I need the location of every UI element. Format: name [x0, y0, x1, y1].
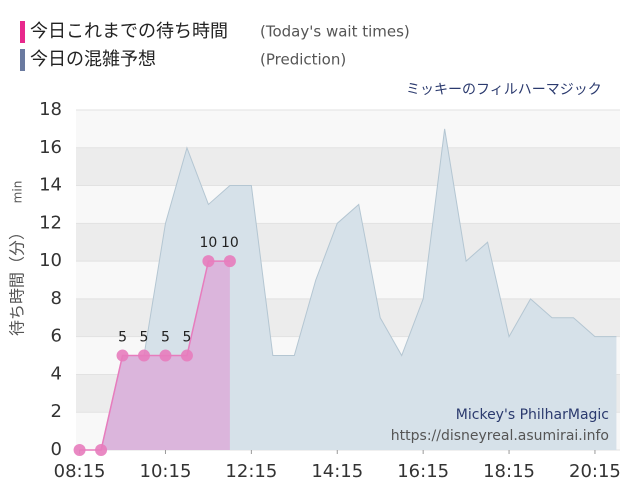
series-line	[79, 128, 617, 451]
marker	[159, 349, 172, 362]
x-tick-label: 08:15	[54, 461, 106, 482]
data-label: 5	[161, 330, 170, 346]
y-tick-label: 8	[51, 288, 62, 309]
marker	[116, 349, 129, 362]
y-tick-label: 12	[39, 212, 62, 233]
marker	[223, 255, 236, 268]
y-tick-label: 0	[51, 439, 62, 460]
marker	[73, 444, 86, 456]
legend-label: 今日これまでの待ち時間	[30, 21, 228, 42]
y-axis-label: 待ち時間（分）	[8, 224, 27, 336]
marker	[138, 349, 150, 362]
chart-title: ミッキーのフィルハーマジック	[406, 82, 602, 98]
y-tick-label: 16	[39, 137, 62, 158]
y-tick-label: 14	[39, 175, 62, 196]
legend-swatch	[20, 21, 25, 43]
series-line	[79, 260, 230, 451]
legend-swatch	[20, 49, 25, 71]
legend: 今日これまでの待ち時間 (Today's wait times) 今日の混雑予想 (P…	[20, 21, 410, 71]
x-tick-label: 16:15	[397, 461, 449, 482]
watermark: Mickey's PhilharMagic	[456, 407, 609, 423]
legend-label: 今日の混雑予想	[30, 49, 156, 70]
grid-band	[76, 147, 620, 186]
plot-area: 5 5 5 510 10	[73, 109, 620, 456]
y-tick-label: 18	[39, 99, 62, 120]
y-axis-title: 待ち時間（分） min	[8, 181, 27, 336]
x-tick-label: 20:15	[569, 461, 621, 482]
data-label: 5	[140, 330, 149, 346]
data-label: 5	[182, 330, 191, 346]
legend-sublabel: (Prediction)	[260, 51, 346, 69]
y-tick-label: 6	[51, 326, 62, 347]
legend-sublabel: (Today's wait times)	[260, 23, 410, 41]
x-tick-label: 18:15	[483, 461, 535, 482]
y-tick-label: 2	[51, 401, 62, 422]
y-tick-label: 10	[39, 250, 62, 271]
marker	[180, 349, 193, 362]
x-tick-label: 14:15	[311, 461, 363, 482]
x-tick-label: 12:15	[225, 461, 277, 482]
data-label: 10	[221, 235, 239, 251]
x-tick-label: 10:15	[140, 461, 192, 482]
marker	[202, 255, 215, 268]
y-tick-label: 4	[51, 363, 62, 384]
marker	[95, 444, 108, 456]
source: https://disneyreal.asumirai.info	[391, 428, 609, 444]
y-axis-unit: min	[11, 181, 25, 204]
data-label: 10	[200, 235, 218, 251]
data-label: 5	[118, 330, 127, 346]
